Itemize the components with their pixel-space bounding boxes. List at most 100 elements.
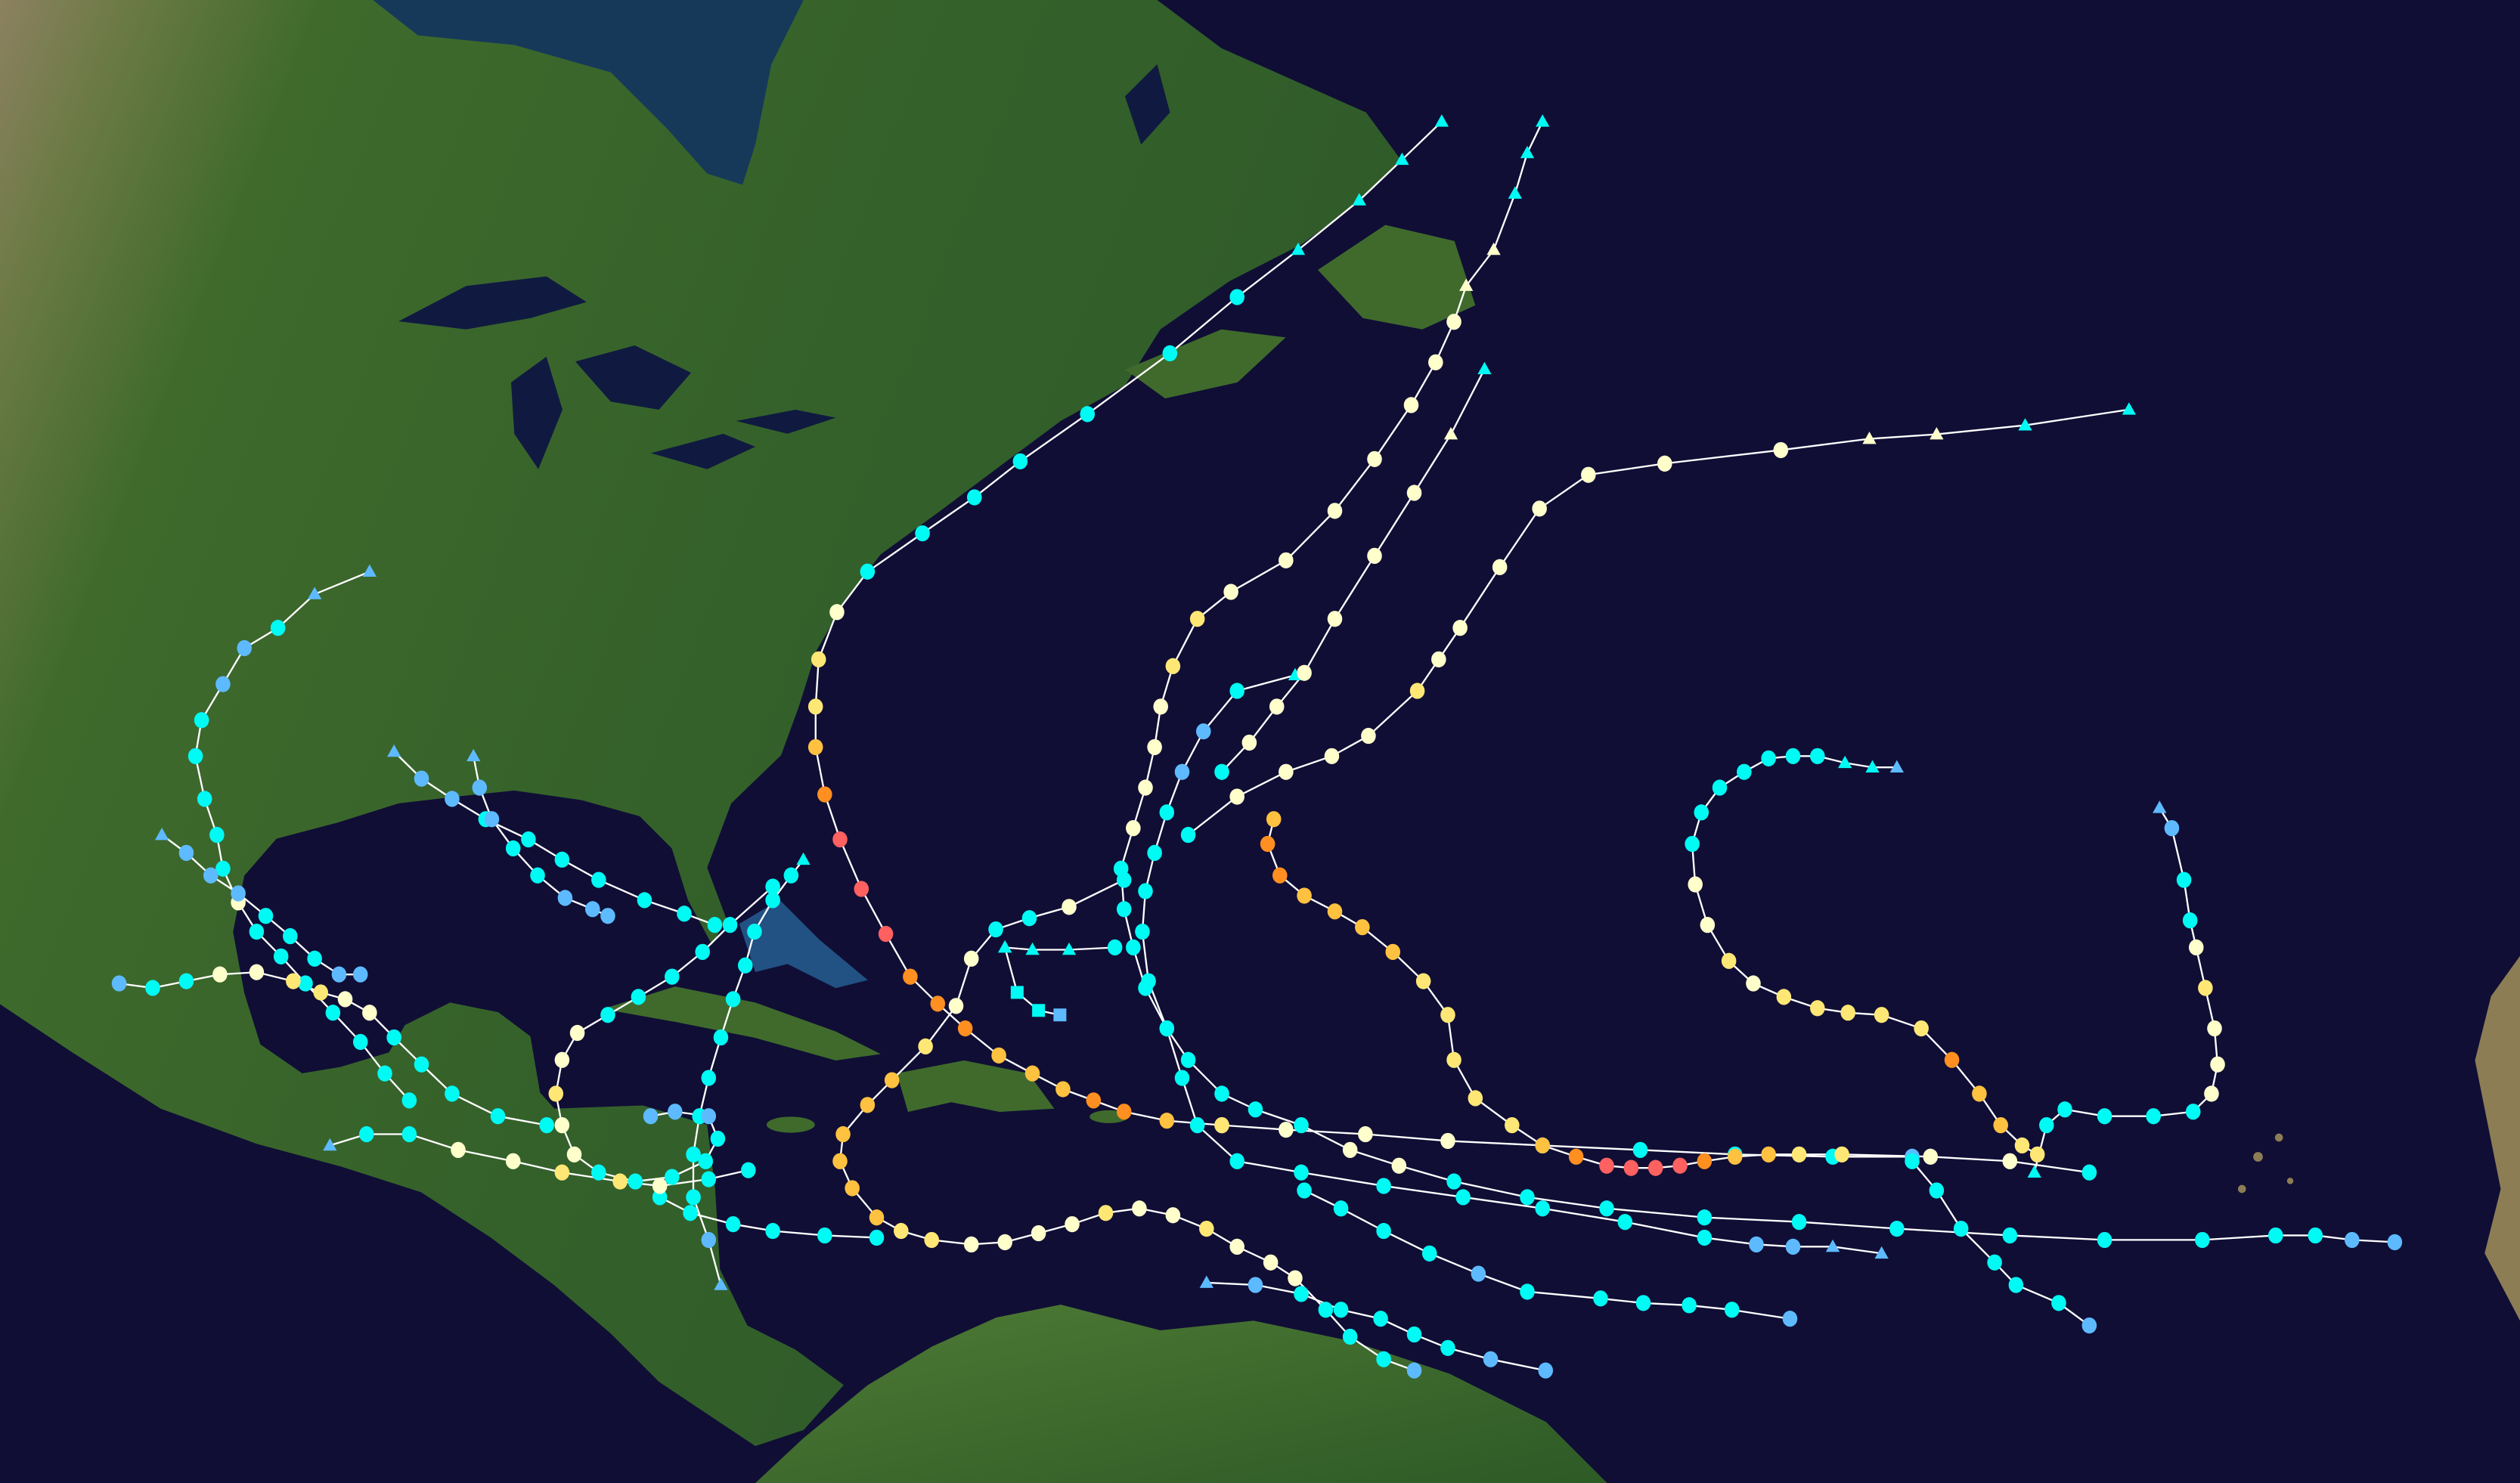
storm-point-ts bbox=[445, 1085, 460, 1102]
extratropical-point-triangle bbox=[1838, 755, 1852, 769]
storm-point-td bbox=[2387, 1234, 2403, 1251]
storm-point-c1 bbox=[337, 991, 353, 1008]
storm-point-ts bbox=[1697, 1209, 1713, 1226]
storm-point-ts bbox=[521, 831, 536, 848]
storm-point-ts bbox=[1180, 1051, 1196, 1068]
storm-point-c1 bbox=[652, 1178, 668, 1194]
storm-point-ts bbox=[1440, 1339, 1455, 1356]
storm-point-ts bbox=[490, 1108, 506, 1125]
storm-point-c4 bbox=[1944, 1051, 1960, 1068]
storm-point-ts bbox=[637, 892, 652, 909]
storm-point-ts bbox=[554, 851, 570, 868]
storm-point-ts bbox=[539, 1116, 554, 1134]
storm-point-ts bbox=[1953, 1220, 1969, 1237]
storm-point-c1 bbox=[212, 966, 228, 983]
storm-point-c1 bbox=[1700, 917, 1716, 933]
storm-point-c1 bbox=[1406, 485, 1422, 501]
storm-point-ts bbox=[1126, 939, 1141, 956]
storm-point-ts bbox=[298, 975, 313, 992]
extratropical-point-triangle bbox=[1352, 193, 1366, 206]
storm-point-ts bbox=[710, 1130, 726, 1147]
storm-point-ts bbox=[1229, 683, 1245, 699]
storm-point-c2 bbox=[1914, 1020, 1929, 1037]
storm-point-c1 bbox=[1324, 748, 1340, 764]
storm-point-td bbox=[352, 966, 368, 983]
storm-point-c5 bbox=[1599, 1157, 1614, 1174]
extratropical-point-triangle bbox=[1477, 361, 1492, 375]
storm-point-c3 bbox=[835, 1125, 851, 1143]
storm-point-c2 bbox=[1721, 952, 1737, 969]
storm-point-ts bbox=[401, 1092, 417, 1109]
storm-point-ts bbox=[1159, 1020, 1175, 1037]
storm-point-ts bbox=[270, 620, 286, 636]
storm-point-ts bbox=[1248, 1101, 1263, 1118]
storm-point-c1 bbox=[2207, 1020, 2222, 1037]
storm-point-c1 bbox=[1431, 651, 1446, 667]
storm-point-c3 bbox=[1159, 1113, 1175, 1129]
storm-point-c3 bbox=[1972, 1085, 1987, 1102]
storm-point-ts bbox=[1632, 1141, 1648, 1158]
storm-point-c3 bbox=[1355, 918, 1370, 936]
storm-point-c2 bbox=[1874, 1007, 1889, 1023]
storm-point-ts bbox=[1180, 826, 1196, 844]
storm-point-td bbox=[2345, 1231, 2360, 1249]
storm-point-ts bbox=[188, 748, 203, 764]
storm-point-ts bbox=[2057, 1101, 2072, 1118]
bahamas-shallows bbox=[739, 899, 868, 989]
storm-point-c5 bbox=[832, 831, 848, 848]
storm-point-ts bbox=[686, 1189, 701, 1206]
storm-point-c1 bbox=[1065, 1215, 1080, 1233]
storm-point-ts bbox=[701, 1070, 717, 1086]
storm-point-c2 bbox=[924, 1231, 939, 1249]
storm-track-line bbox=[393, 751, 715, 926]
storm-point-td bbox=[215, 676, 231, 692]
storm-point-ts bbox=[1294, 1116, 1309, 1134]
storm-point-c1 bbox=[1165, 1207, 1181, 1224]
storm-point-ts bbox=[2081, 1164, 2097, 1181]
storm-point-ts bbox=[1376, 1351, 1391, 1367]
storm-point-c1 bbox=[1367, 547, 1382, 565]
extratropical-point-triangle bbox=[1486, 242, 1501, 255]
hudson-bay-water bbox=[373, 0, 804, 185]
storm-point-ts bbox=[765, 1222, 780, 1240]
storm-point-ts bbox=[2146, 1108, 2161, 1125]
storm-point-c3 bbox=[860, 1097, 876, 1113]
storm-point-ts bbox=[1376, 1178, 1391, 1194]
storm-point-ts bbox=[966, 489, 982, 506]
extratropical-point-triangle bbox=[1520, 145, 1535, 159]
storm-point-c5 bbox=[1647, 1159, 1663, 1176]
storm-point-td bbox=[237, 639, 252, 657]
storm-point-ts bbox=[591, 1164, 606, 1181]
storm-point-ts bbox=[401, 1125, 417, 1143]
storm-point-ts bbox=[386, 1029, 401, 1046]
storm-point-ts bbox=[1520, 1283, 1535, 1300]
storm-point-c1 bbox=[566, 1146, 582, 1163]
storm-point-c2 bbox=[918, 1038, 933, 1055]
storm-point-c1 bbox=[1263, 1254, 1279, 1271]
storm-point-c1 bbox=[1428, 354, 1443, 370]
storm-point-ts bbox=[2051, 1295, 2066, 1311]
extratropical-point-triangle bbox=[1862, 431, 1877, 444]
storm-point-ts bbox=[860, 563, 876, 580]
storm-point-c1 bbox=[1342, 1141, 1358, 1158]
storm-point-c5 bbox=[878, 925, 894, 943]
storm-point-ts bbox=[817, 1227, 832, 1244]
storm-point-c3 bbox=[1297, 887, 1312, 904]
storm-point-c3 bbox=[832, 1153, 848, 1169]
storm-point-c4 bbox=[957, 1020, 973, 1037]
storm-point-c1 bbox=[1153, 698, 1168, 715]
storm-point-c3 bbox=[1761, 1146, 1776, 1163]
storm-point-ts bbox=[1080, 406, 1096, 423]
extratropical-point-triangle bbox=[1395, 152, 1409, 166]
storm-point-ts bbox=[1333, 1200, 1349, 1217]
storm-point-c1 bbox=[1327, 611, 1343, 627]
storm-point-ts bbox=[307, 950, 322, 967]
storm-point-ts bbox=[258, 908, 274, 924]
storm-point-ts bbox=[915, 525, 930, 542]
storm-point-ts bbox=[1535, 1200, 1550, 1217]
cuba bbox=[603, 986, 881, 1060]
storm-point-c1 bbox=[554, 1116, 570, 1134]
storm-point-c1 bbox=[963, 1236, 979, 1253]
storm-point-c3 bbox=[1727, 1148, 1743, 1165]
